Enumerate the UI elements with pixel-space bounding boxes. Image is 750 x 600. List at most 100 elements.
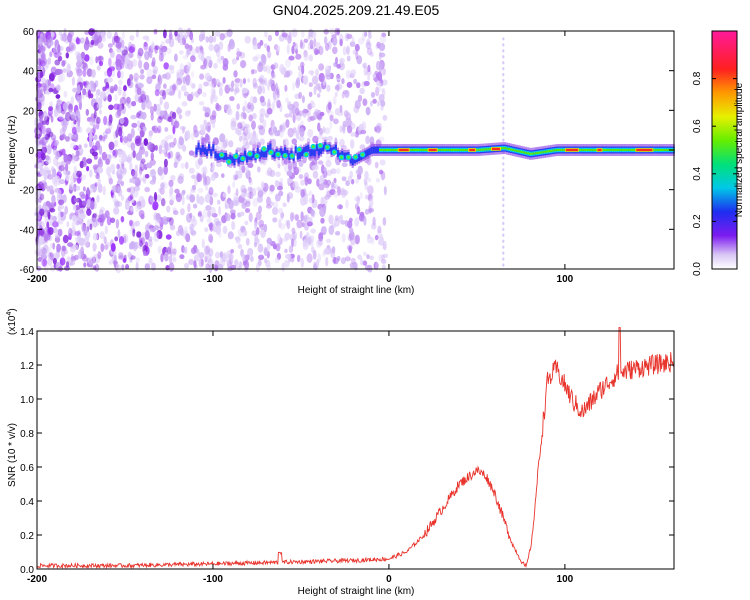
speckle xyxy=(53,180,59,187)
speckle xyxy=(164,140,168,151)
speckle xyxy=(215,251,221,259)
speckle xyxy=(93,134,98,141)
speckle xyxy=(211,213,218,218)
speckle xyxy=(55,94,61,99)
speckle xyxy=(365,106,371,116)
speckle xyxy=(125,264,130,270)
speckle xyxy=(173,161,178,168)
speckle xyxy=(241,254,245,260)
speckle xyxy=(108,177,114,185)
speckle xyxy=(272,201,279,210)
speckle xyxy=(113,84,118,92)
speckle xyxy=(186,61,192,70)
speckle xyxy=(153,28,158,35)
speckle xyxy=(198,252,205,259)
line-center xyxy=(562,149,565,151)
speckle xyxy=(117,70,121,79)
speckle xyxy=(140,93,146,103)
speckle xyxy=(277,185,283,191)
line-band xyxy=(210,149,213,157)
speckle xyxy=(131,101,137,107)
speckle xyxy=(148,224,154,231)
speckle xyxy=(150,106,155,115)
speckle xyxy=(118,236,125,245)
speckle xyxy=(323,204,327,215)
speckle xyxy=(36,265,42,272)
speckle xyxy=(298,70,303,80)
spectrogram-y-tick-label: 40 xyxy=(23,67,35,78)
line-band xyxy=(319,147,323,155)
line-band xyxy=(256,147,259,155)
speckle xyxy=(72,215,77,222)
speckle xyxy=(255,227,260,236)
speckle xyxy=(164,251,169,262)
speckle xyxy=(345,117,352,123)
speckle xyxy=(282,202,287,208)
line-band xyxy=(201,144,204,152)
speckle xyxy=(38,140,45,145)
speckle xyxy=(296,219,303,229)
speckle xyxy=(258,254,265,260)
speckle xyxy=(190,132,195,141)
speckle xyxy=(257,190,264,198)
speckle xyxy=(92,255,96,265)
speckle xyxy=(274,180,280,188)
speckle xyxy=(299,230,303,239)
speckle xyxy=(250,256,254,262)
speckle xyxy=(240,184,247,193)
line-center xyxy=(446,149,449,151)
snr-y-tick-label: 0.2 xyxy=(20,531,34,542)
line-center xyxy=(592,149,595,151)
speckle xyxy=(218,86,223,97)
speckle xyxy=(287,34,292,45)
line-center xyxy=(410,149,413,151)
speckle xyxy=(68,30,75,38)
speckle xyxy=(300,179,306,186)
speckle xyxy=(56,243,61,253)
line-band xyxy=(229,154,232,162)
colorbar-label: Normalized spectral amplitude xyxy=(734,82,745,217)
line-center xyxy=(605,149,608,151)
colorbar-gradient xyxy=(712,31,737,269)
speckle xyxy=(97,158,104,169)
speckle xyxy=(364,208,370,215)
speckle xyxy=(260,97,265,106)
speckle xyxy=(263,223,268,233)
speckle xyxy=(375,125,382,134)
speckle xyxy=(115,58,121,67)
speckle xyxy=(48,169,52,177)
speckle xyxy=(92,232,98,241)
speckle xyxy=(76,122,81,133)
speckle xyxy=(111,185,117,194)
speckle xyxy=(363,62,368,69)
speckle xyxy=(44,249,50,258)
speckle xyxy=(100,30,106,40)
colorbar: 0.00.20.40.60.8 Normalized spectral ampl… xyxy=(692,30,745,276)
speckle xyxy=(141,100,146,111)
speckle xyxy=(101,151,107,161)
line-center xyxy=(526,152,530,155)
speckle xyxy=(190,230,197,236)
line-center xyxy=(666,149,669,151)
speckle xyxy=(130,127,135,138)
speckle xyxy=(379,77,383,84)
speckle xyxy=(52,221,59,228)
speckle xyxy=(366,47,373,55)
line-band xyxy=(305,145,308,153)
artifact-dot xyxy=(502,73,505,77)
speckle xyxy=(325,154,331,162)
speckle xyxy=(108,120,112,126)
speckle xyxy=(247,162,254,168)
speckle xyxy=(100,243,105,253)
speckle xyxy=(257,166,261,173)
line-center xyxy=(484,148,487,151)
speckle xyxy=(294,186,302,193)
line-center xyxy=(653,149,656,151)
speckle xyxy=(117,86,122,96)
speckle xyxy=(98,134,104,142)
speckle xyxy=(175,151,181,159)
speckle xyxy=(241,87,248,94)
speckle xyxy=(48,87,54,93)
speckle xyxy=(96,103,103,109)
